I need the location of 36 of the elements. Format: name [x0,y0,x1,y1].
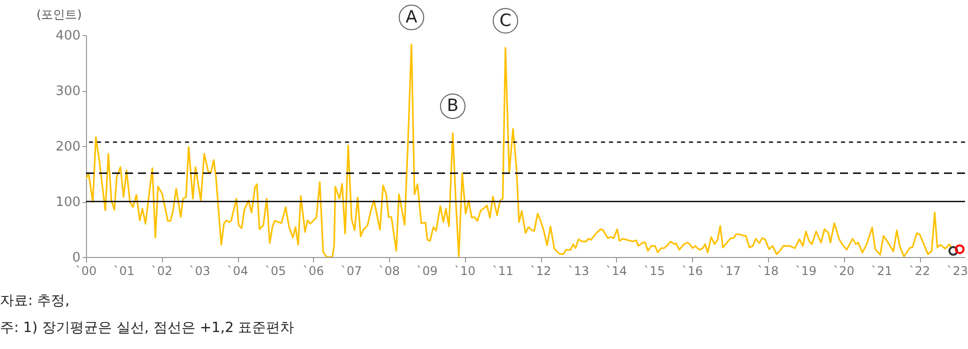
x-tick-label: `21 [871,264,892,278]
annotation: B [446,96,459,116]
annotation: C [499,10,512,31]
annotation: A [406,7,418,28]
text: 주: 1) 장기평균은 실선, 점선은 +1,2 표준편차 [0,319,294,338]
x-tick-label: `02 [151,264,172,278]
x-tick-label: `19 [795,264,817,278]
y-axis-title: (포인트) [36,8,82,22]
x-tick-label: `04 [226,264,248,278]
y-tick-label: 200 [56,140,80,154]
x-tick-label: `20 [833,264,854,278]
y-tick-label: 400 [56,28,80,44]
x-tick-label: `03 [189,264,210,278]
x-tick-label: `08 [378,264,400,278]
y-tick-label: 100 [56,195,80,210]
x-tick-label: `01 [113,264,135,278]
x-tick-label: `18 [757,264,779,278]
x-tick-label: `09 [416,264,438,278]
y-tick-label: 0 [72,250,80,266]
x-tick-label: `17 [719,264,741,278]
x-tick-label: `06 [302,264,324,278]
x-tick-label: `22 [908,264,930,278]
x-tick-label: `14 [606,264,628,278]
x-tick-label: `10 [454,264,476,278]
x-tick-label: `00 [75,264,97,278]
text: 자료: 추정, [0,292,71,311]
x-tick-label: `07 [340,264,362,278]
y-tick-label: 300 [56,84,80,99]
x-tick-label: `15 [644,264,665,278]
x-tick-label: `05 [264,264,286,278]
x-tick-label: `11 [492,264,514,278]
x-tick-label: `12 [530,264,552,278]
x-tick-label: `13 [568,264,590,278]
x-tick-label: `23 [946,264,968,278]
line-series [86,44,952,257]
x-tick-label: `16 [682,264,703,278]
